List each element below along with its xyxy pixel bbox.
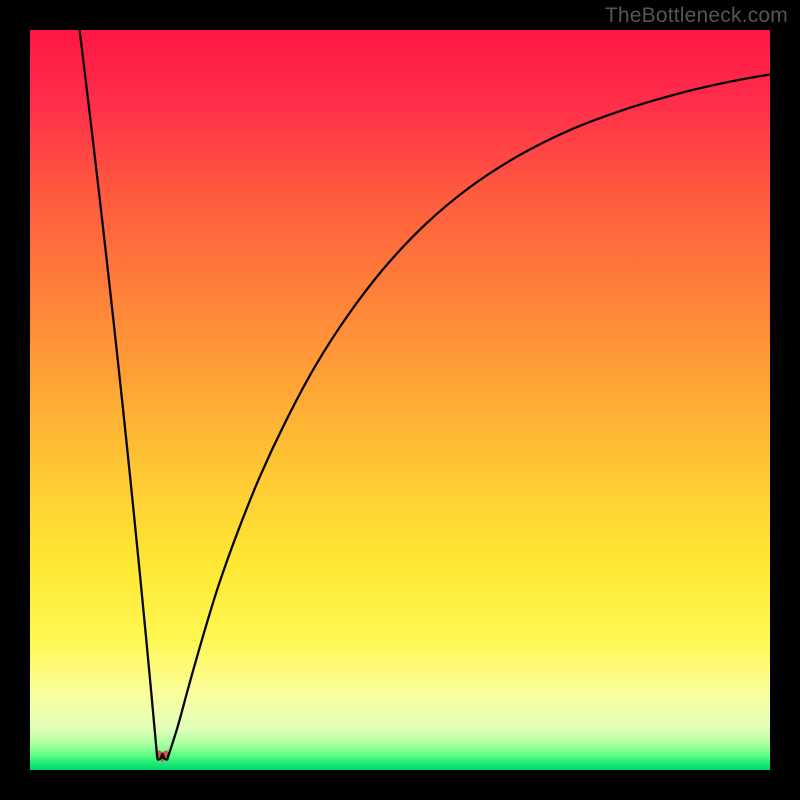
curve-right-branch <box>168 74 770 758</box>
plot-area <box>30 30 770 770</box>
curve-left-branch <box>80 30 158 758</box>
curve-layer <box>30 30 770 770</box>
chart-container: TheBottleneck.com <box>0 0 800 800</box>
watermark-text: TheBottleneck.com <box>605 4 788 28</box>
